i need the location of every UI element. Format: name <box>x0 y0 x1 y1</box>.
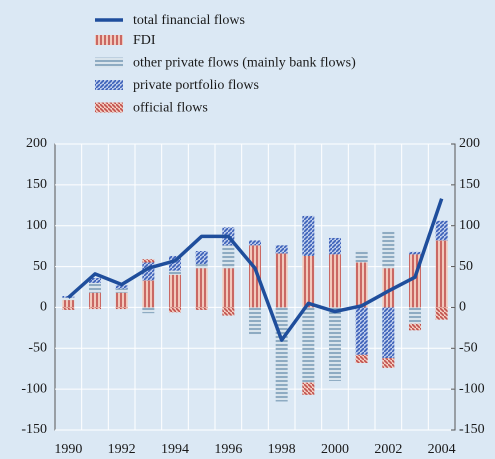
bar-segment <box>195 268 208 308</box>
y2-tick-label: -50 <box>459 341 478 356</box>
bar-segment <box>329 237 341 255</box>
bar-segment <box>275 307 288 402</box>
bar-segment <box>195 307 208 310</box>
bar-segment <box>249 245 261 308</box>
y2-tick-label: -150 <box>459 422 485 437</box>
line <box>67 198 444 342</box>
bar-segment <box>409 251 421 255</box>
bar-segment <box>302 382 315 395</box>
y-tick-label: 100 <box>26 218 47 233</box>
legend-swatch <box>95 35 123 45</box>
x-tick-label: 2000 <box>321 442 349 457</box>
y2-tick-label: 0 <box>459 300 466 315</box>
legend-label: total financial flows <box>133 13 245 28</box>
bar-segment <box>329 254 341 308</box>
y-tick-label: -100 <box>21 381 47 396</box>
y-tick-label: 0 <box>40 300 47 315</box>
bar-segment <box>409 307 421 324</box>
bar-segment <box>169 274 181 308</box>
bar-segment <box>195 251 208 265</box>
bar-segment <box>409 323 421 331</box>
y-tick-label: -150 <box>21 422 47 437</box>
y2-tick-label: -100 <box>459 381 485 396</box>
y2-tick-label: 200 <box>459 136 480 151</box>
y-tick-label: 50 <box>33 259 47 274</box>
bar-segment <box>435 240 448 308</box>
x-tick-label: 1990 <box>54 442 82 457</box>
bar-segment <box>249 307 261 335</box>
bar-segment <box>142 259 155 263</box>
bar-segment <box>435 220 448 241</box>
bar-segment <box>115 285 128 289</box>
bar-segment <box>355 307 368 355</box>
x-tick-label: 1994 <box>161 442 189 457</box>
bar-segment <box>62 300 75 308</box>
bar-segment <box>169 307 181 313</box>
bar-segment <box>382 231 395 269</box>
y-tick-label: 150 <box>26 177 47 192</box>
bar-segment <box>115 288 128 293</box>
y2-tick-label: 100 <box>459 218 480 233</box>
bar-segment <box>355 354 368 363</box>
bar-segment <box>222 245 235 269</box>
x-tick-label: 1992 <box>108 442 136 457</box>
bar-segment <box>62 307 75 310</box>
bar-segment <box>169 270 181 275</box>
y2-tick-label: 150 <box>459 177 480 192</box>
bar-segment <box>275 245 288 254</box>
bar-segment <box>355 262 368 308</box>
bar-segment <box>355 250 368 263</box>
bar-segment <box>382 307 395 359</box>
y-tick-label: 200 <box>26 136 47 151</box>
bar-segment <box>115 307 128 310</box>
bar-segment <box>89 307 101 310</box>
bar-segment <box>275 253 288 308</box>
bar-segment <box>329 307 341 381</box>
bar-segment <box>62 297 75 301</box>
bar-segment <box>302 255 315 308</box>
legend-label: official flows <box>133 101 208 116</box>
bar-segment <box>302 215 315 256</box>
bar-segment <box>382 358 395 368</box>
bar-segment <box>89 278 101 283</box>
bar-segment <box>435 307 448 320</box>
bar-segment <box>142 280 155 308</box>
x-tick-label: 1998 <box>268 442 296 457</box>
y-tick-label: -50 <box>28 341 47 356</box>
legend-label: private portfolio flows <box>133 78 259 93</box>
bar-segment <box>115 292 128 308</box>
legend-swatch <box>95 102 123 113</box>
x-tick-label: 2002 <box>374 442 402 457</box>
bar-segment <box>222 307 235 316</box>
x-tick-label: 2004 <box>428 442 456 457</box>
bar-segment <box>222 268 235 308</box>
legend-swatch <box>95 57 123 68</box>
bar-segment <box>302 307 315 383</box>
x-tick-label: 1996 <box>214 442 242 457</box>
legend-label: other private flows (mainly bank flows) <box>133 56 356 71</box>
y2-tick-label: 50 <box>459 259 473 274</box>
legend-swatch <box>95 80 123 90</box>
bar-segment <box>142 307 155 314</box>
bar-segment <box>89 282 101 293</box>
bar-segment <box>89 292 101 308</box>
bar-segment <box>249 240 261 246</box>
legend-label: FDI <box>133 33 156 48</box>
bar-segment <box>382 268 395 308</box>
bar-segment <box>195 264 208 269</box>
